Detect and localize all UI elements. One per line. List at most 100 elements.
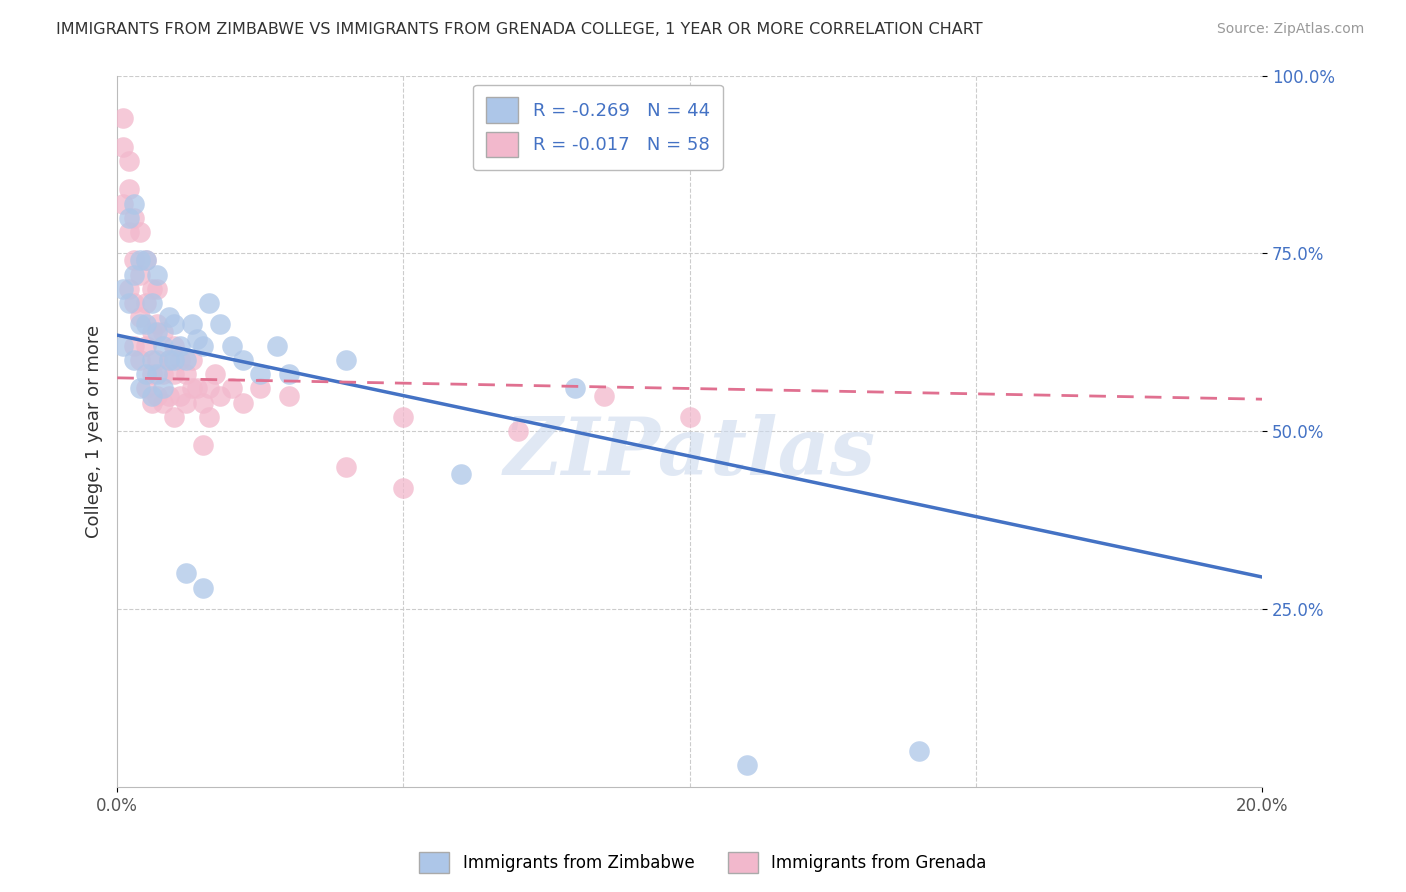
Point xyxy=(124,268,146,282)
Point xyxy=(146,353,169,368)
Point xyxy=(163,339,186,353)
Point xyxy=(232,353,254,368)
Point xyxy=(152,368,174,382)
Point xyxy=(266,339,288,353)
Point xyxy=(124,196,146,211)
Point xyxy=(124,339,146,353)
Point xyxy=(174,395,197,409)
Point xyxy=(111,339,134,353)
Point xyxy=(277,368,299,382)
Point xyxy=(450,467,472,481)
Point xyxy=(907,744,929,758)
Point xyxy=(111,196,134,211)
Point xyxy=(141,389,163,403)
Point xyxy=(135,296,157,310)
Point xyxy=(129,382,152,396)
Point xyxy=(209,318,232,332)
Point xyxy=(146,282,169,296)
Point xyxy=(186,332,208,346)
Y-axis label: College, 1 year or more: College, 1 year or more xyxy=(86,325,103,538)
Point xyxy=(197,409,219,424)
Point xyxy=(335,459,357,474)
Point xyxy=(146,318,169,332)
Point xyxy=(191,339,214,353)
Point xyxy=(135,318,157,332)
Point xyxy=(124,211,146,225)
Point xyxy=(163,368,186,382)
Point xyxy=(141,353,163,368)
Point xyxy=(129,268,152,282)
Point xyxy=(129,310,152,325)
Point xyxy=(157,389,180,403)
Point xyxy=(111,112,134,126)
Point xyxy=(335,353,357,368)
Point xyxy=(157,310,180,325)
Point xyxy=(180,382,202,396)
Point xyxy=(146,325,169,339)
Point xyxy=(678,409,700,424)
Point xyxy=(152,382,174,396)
Point xyxy=(163,353,186,368)
Point xyxy=(157,353,180,368)
Point xyxy=(135,253,157,268)
Point xyxy=(129,225,152,239)
Point xyxy=(129,353,152,368)
Point xyxy=(197,382,219,396)
Point xyxy=(129,318,152,332)
Point xyxy=(141,368,163,382)
Point xyxy=(592,389,614,403)
Point xyxy=(174,566,197,581)
Text: Source: ZipAtlas.com: Source: ZipAtlas.com xyxy=(1216,22,1364,37)
Point xyxy=(146,268,169,282)
Point xyxy=(141,395,163,409)
Text: ZIPatlas: ZIPatlas xyxy=(503,414,876,491)
Point xyxy=(506,424,529,438)
Point xyxy=(129,253,152,268)
Point xyxy=(191,395,214,409)
Point xyxy=(169,353,191,368)
Point xyxy=(174,368,197,382)
Point xyxy=(204,368,226,382)
Legend: R = -0.269   N = 44, R = -0.017   N = 58: R = -0.269 N = 44, R = -0.017 N = 58 xyxy=(474,85,723,170)
Point xyxy=(111,139,134,153)
Point xyxy=(117,211,139,225)
Point xyxy=(180,318,202,332)
Point xyxy=(141,282,163,296)
Point xyxy=(135,253,157,268)
Point xyxy=(209,389,232,403)
Point xyxy=(191,581,214,595)
Point xyxy=(117,225,139,239)
Point xyxy=(191,438,214,452)
Point xyxy=(135,339,157,353)
Point xyxy=(221,339,243,353)
Point xyxy=(124,353,146,368)
Point xyxy=(735,758,758,772)
Legend: Immigrants from Zimbabwe, Immigrants from Grenada: Immigrants from Zimbabwe, Immigrants fro… xyxy=(413,846,993,880)
Point xyxy=(392,409,415,424)
Point xyxy=(124,253,146,268)
Point xyxy=(117,182,139,196)
Point xyxy=(221,382,243,396)
Point xyxy=(146,368,169,382)
Point xyxy=(117,153,139,168)
Point xyxy=(174,353,197,368)
Point xyxy=(163,409,186,424)
Point xyxy=(111,282,134,296)
Point xyxy=(141,296,163,310)
Point xyxy=(197,296,219,310)
Point xyxy=(180,353,202,368)
Point xyxy=(117,282,139,296)
Point xyxy=(152,339,174,353)
Point xyxy=(157,353,180,368)
Point xyxy=(169,389,191,403)
Point xyxy=(135,382,157,396)
Point xyxy=(146,389,169,403)
Point xyxy=(232,395,254,409)
Point xyxy=(152,325,174,339)
Point xyxy=(564,382,586,396)
Text: IMMIGRANTS FROM ZIMBABWE VS IMMIGRANTS FROM GRENADA COLLEGE, 1 YEAR OR MORE CORR: IMMIGRANTS FROM ZIMBABWE VS IMMIGRANTS F… xyxy=(56,22,983,37)
Point xyxy=(135,368,157,382)
Point xyxy=(277,389,299,403)
Point xyxy=(249,368,271,382)
Point xyxy=(163,318,186,332)
